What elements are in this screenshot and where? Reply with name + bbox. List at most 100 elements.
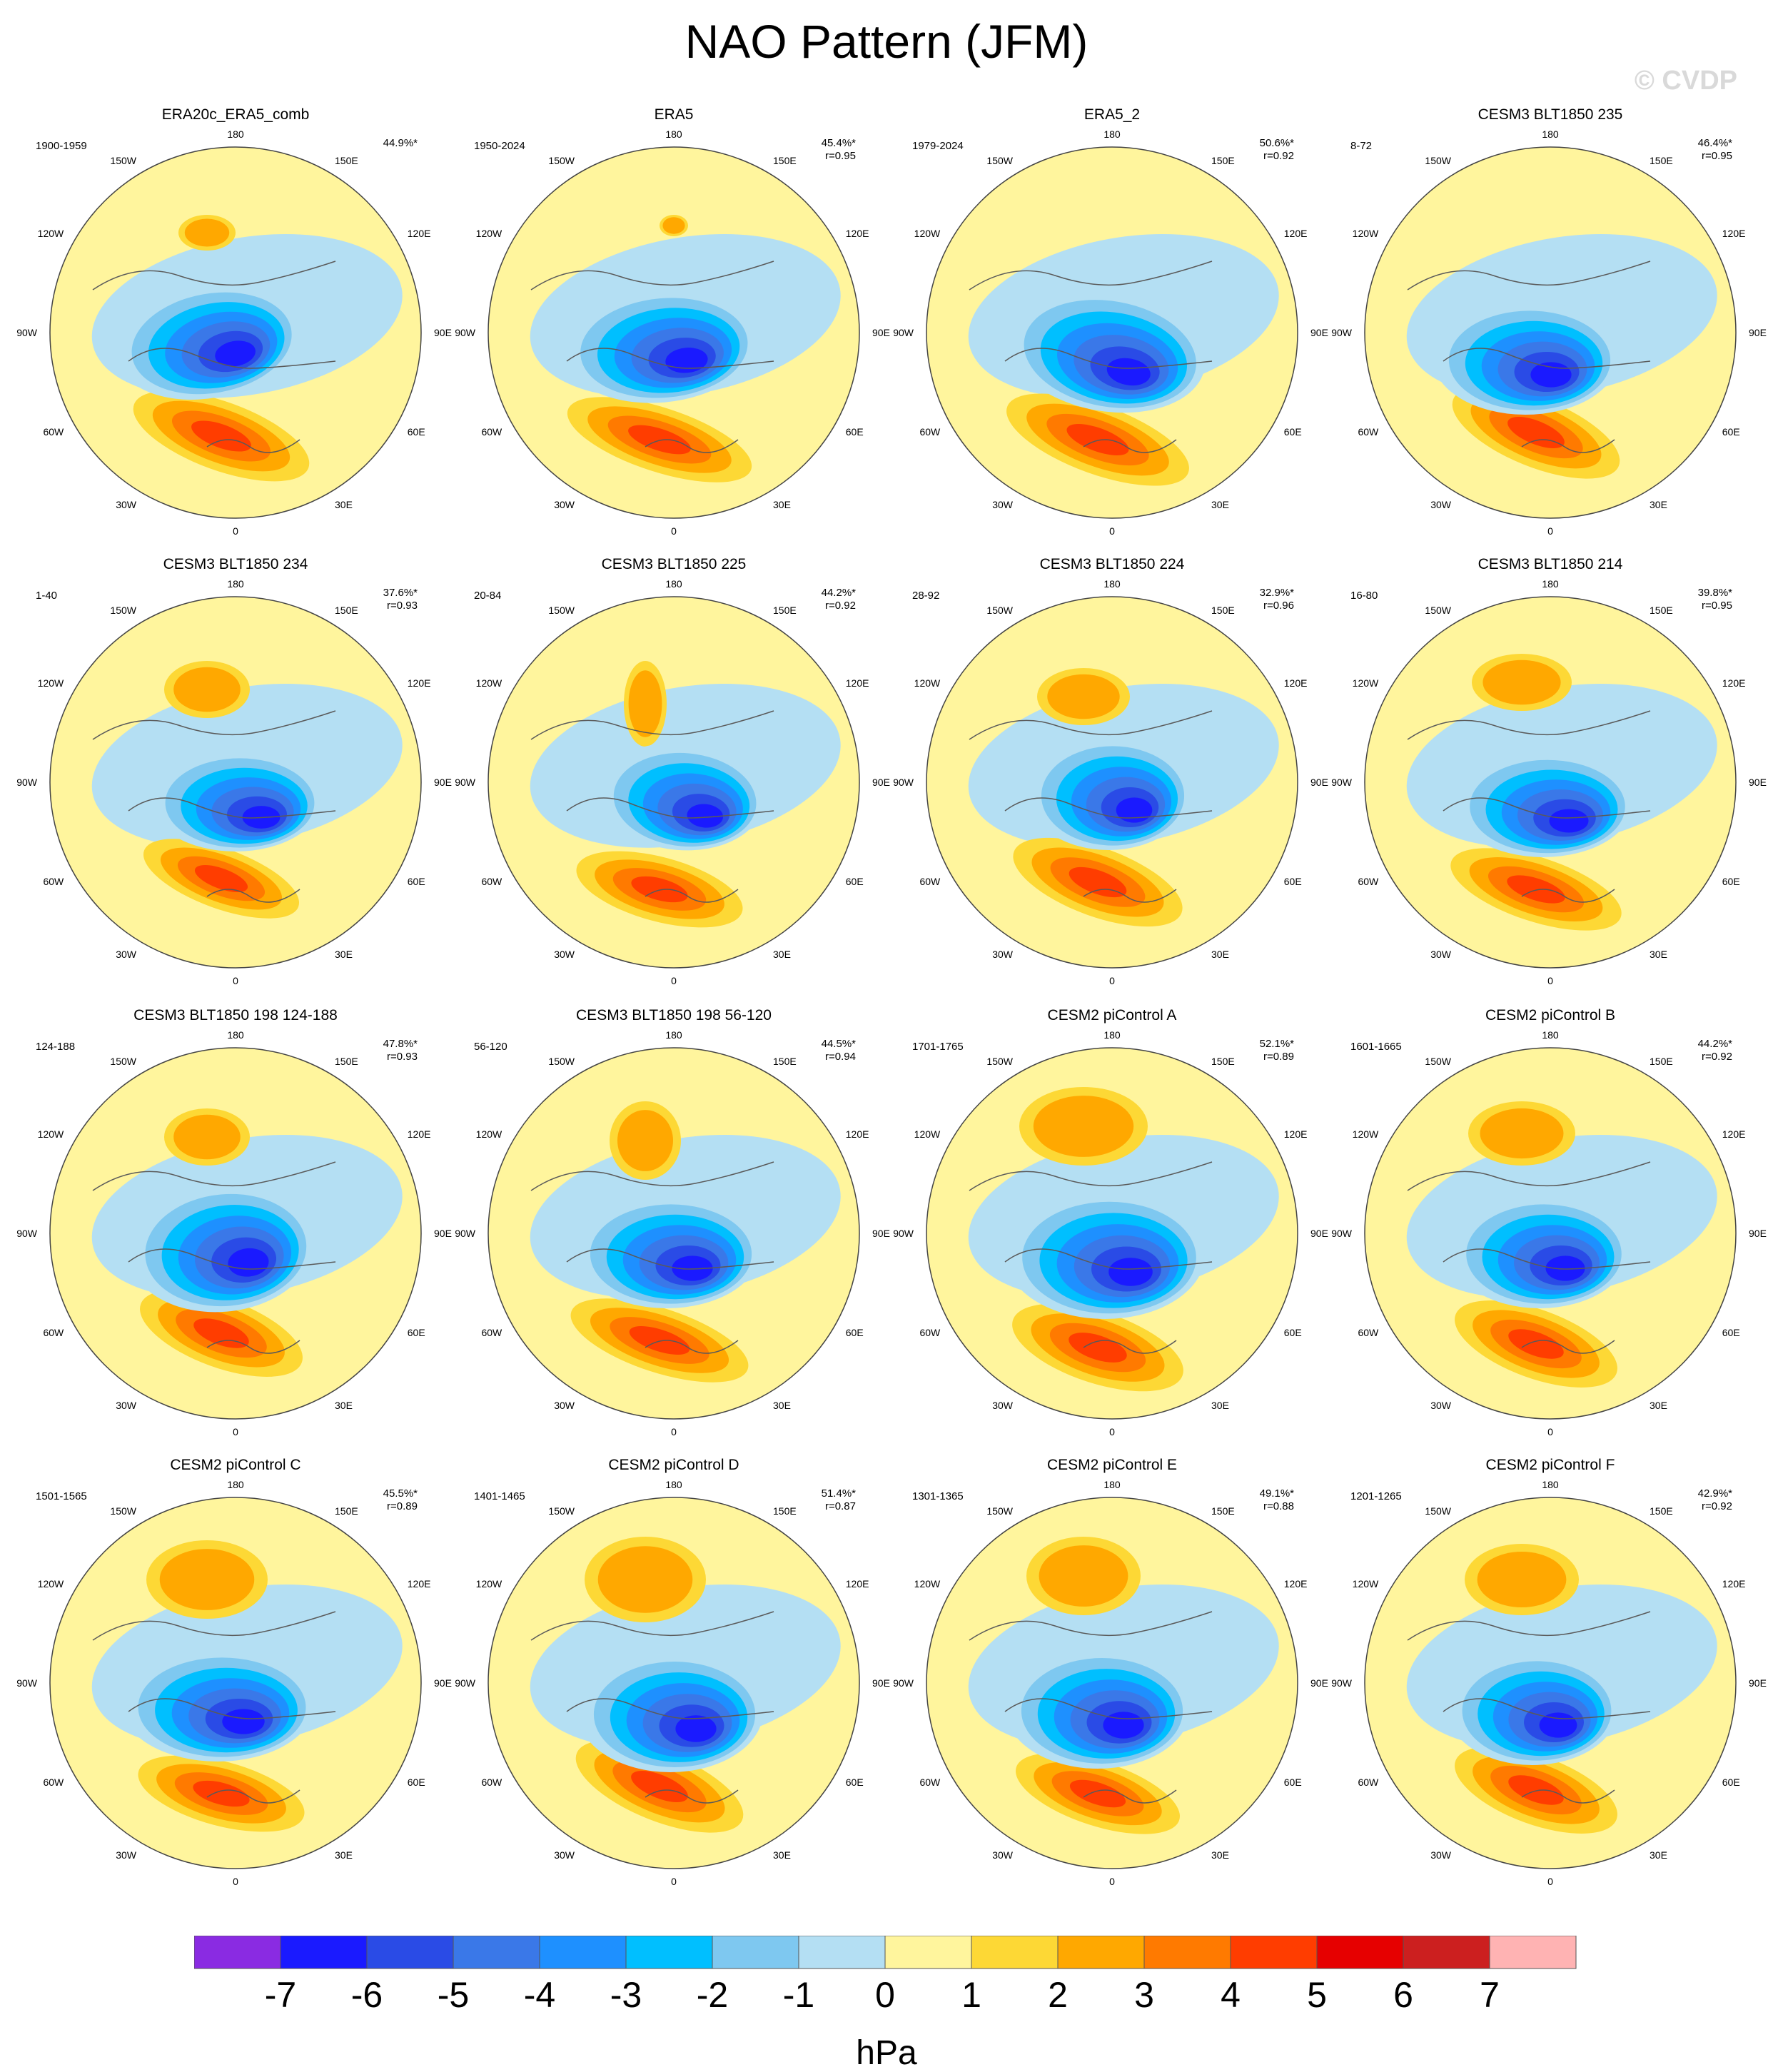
longitude-label: 60W <box>919 876 941 887</box>
longitude-label: 90W <box>1331 1677 1353 1689</box>
map-panel: 180 150E 120E 90E 60E 30E 0 30W 60W 90W 120W 150W CE… <box>891 1006 1333 1456</box>
longitude-label: 150W <box>110 605 136 616</box>
longitude-label: 120W <box>38 1578 64 1590</box>
panel-stats: 44.9%* <box>368 137 418 150</box>
longitude-label: 30W <box>992 1400 1014 1411</box>
longitude-label: 90E <box>872 1677 890 1689</box>
polar-map: 180 150E 120E 90E 60E 30E 0 30W 60W 90W 120W 150W <box>1331 1029 1767 1437</box>
panel-stats: 45.4%* r=0.95 <box>806 137 856 163</box>
map-panel: 180 150E 120E 90E 60E 30E 0 30W 60W 90W 120W 150W ER… <box>891 106 1333 555</box>
longitude-label: 60E <box>1722 426 1740 438</box>
longitude-label: 120W <box>1353 1578 1379 1590</box>
variance-percent: 44.5%* <box>821 1038 856 1050</box>
colorbar-swatch <box>539 1936 627 1969</box>
longitude-label: 120E <box>408 677 431 689</box>
longitude-label: 60W <box>43 876 64 887</box>
longitude-label: 180 <box>1542 578 1559 590</box>
longitude-label: 60E <box>1284 876 1302 887</box>
colorbar-tick-label: -4 <box>524 1975 555 2015</box>
longitude-label: 90E <box>434 777 452 788</box>
longitude-label: 90W <box>893 1677 914 1689</box>
longitude-label: 0 <box>1109 525 1115 537</box>
colorbar-swatch <box>1230 1936 1318 1969</box>
colorbar-swatch <box>1403 1936 1490 1969</box>
longitude-label: 180 <box>1542 1029 1559 1041</box>
longitude-label: 0 <box>1547 1876 1553 1887</box>
panel-stats: 39.8%* r=0.95 <box>1682 587 1732 612</box>
longitude-label: 120W <box>914 1578 941 1590</box>
longitude-label: 90W <box>455 327 476 338</box>
colorbar: -7 -6 -5 -4 -3 -2 -1 0 1 2 3 4 5 6 7 <box>194 1936 1577 2015</box>
map-panel: 180 150E 120E 90E 60E 30E 0 30W 60W 90W 120W 150W CE… <box>1329 1006 1772 1456</box>
pattern-correlation: r=0.92 <box>825 600 856 612</box>
colorbar-tick-label: -1 <box>783 1975 814 2015</box>
longitude-label: 30E <box>1211 1400 1229 1411</box>
longitude-label: 120E <box>1284 1578 1308 1590</box>
longitude-label: 150E <box>1211 1505 1235 1517</box>
polar-map: 180 150E 120E 90E 60E 30E 0 30W 60W 90W 120W 150W <box>455 128 890 537</box>
panel-stats: 45.5%* r=0.89 <box>368 1487 418 1513</box>
longitude-label: 90E <box>1310 777 1328 788</box>
longitude-label: 120E <box>1284 228 1308 239</box>
polar-map: 180 150E 120E 90E 60E 30E 0 30W 60W 90W 120W 150W <box>455 1479 890 1887</box>
pattern-correlation: r=0.88 <box>1263 1500 1294 1512</box>
polar-map: 180 150E 120E 90E 60E 30E 0 30W 60W 90W 120W 150W <box>16 1479 452 1887</box>
pattern-correlation: r=0.89 <box>1263 1051 1294 1063</box>
variance-percent: 51.4%* <box>821 1487 856 1500</box>
variance-percent: 37.6%* <box>383 587 418 599</box>
pattern-correlation: r=0.89 <box>387 1500 418 1512</box>
map-panel: 180 150E 120E 90E 60E 30E 0 30W 60W 90W 120W 150W CE… <box>453 555 895 1005</box>
panel-stats: 49.1%* r=0.88 <box>1244 1487 1294 1513</box>
colorbar-swatch <box>453 1936 540 1969</box>
panel-title: CESM2 piControl B <box>1485 1007 1616 1024</box>
longitude-label: 120E <box>846 228 869 239</box>
longitude-label: 60E <box>1284 1777 1302 1788</box>
longitude-label: 60E <box>846 1327 864 1338</box>
variance-percent: 52.1%* <box>1259 1038 1294 1050</box>
longitude-label: 30E <box>335 1400 353 1411</box>
variance-percent: 45.4%* <box>821 137 856 149</box>
colorbar-tick-label: 0 <box>875 1975 895 2015</box>
panel-title: CESM3 BLT1850 198 124-188 <box>133 1007 338 1024</box>
longitude-label: 60E <box>1722 1777 1740 1788</box>
pattern-correlation: r=0.94 <box>825 1051 856 1063</box>
variance-percent: 49.1%* <box>1259 1487 1294 1500</box>
longitude-label: 120E <box>846 677 869 689</box>
longitude-label: 120W <box>38 1128 64 1140</box>
polar-map: 180 150E 120E 90E 60E 30E 0 30W 60W 90W 120W 150W <box>893 1029 1328 1437</box>
variance-percent: 42.9%* <box>1697 1487 1732 1500</box>
longitude-label: 30W <box>554 1400 575 1411</box>
longitude-label: 150E <box>773 155 797 166</box>
longitude-label: 0 <box>1547 975 1553 986</box>
longitude-label: 30W <box>116 1849 137 1861</box>
panel-title: CESM2 piControl A <box>1047 1007 1177 1024</box>
longitude-label: 90E <box>1749 777 1767 788</box>
longitude-label: 30E <box>773 949 791 960</box>
panel-years: 1501-1565 <box>36 1490 87 1502</box>
panel-title: CESM3 BLT1850 235 <box>1478 106 1623 123</box>
longitude-label: 120W <box>38 228 64 239</box>
longitude-label: 120E <box>1284 1128 1308 1140</box>
longitude-label: 90W <box>455 777 476 788</box>
longitude-label: 120E <box>408 1128 431 1140</box>
longitude-label: 120E <box>1284 677 1308 689</box>
longitude-label: 120E <box>846 1128 869 1140</box>
longitude-label: 120E <box>1722 1128 1746 1140</box>
longitude-label: 60W <box>481 876 502 887</box>
longitude-label: 150E <box>773 1505 797 1517</box>
longitude-label: 150W <box>986 1056 1013 1067</box>
panel-stats: 50.6%* r=0.92 <box>1244 137 1294 163</box>
panel-title: CESM2 piControl D <box>608 1457 739 1473</box>
longitude-label: 60W <box>43 426 64 438</box>
longitude-label: 150W <box>110 1505 136 1517</box>
longitude-label: 60E <box>408 426 425 438</box>
colorbar-tick-label: -6 <box>351 1975 383 2015</box>
longitude-label: 30E <box>773 1849 791 1861</box>
polar-map: 180 150E 120E 90E 60E 30E 0 30W 60W 90W 120W 150W <box>1331 578 1767 986</box>
longitude-label: 0 <box>233 525 238 537</box>
longitude-label: 120W <box>914 1128 941 1140</box>
colorbar-tick-label: 5 <box>1307 1975 1327 2015</box>
longitude-label: 180 <box>665 128 682 140</box>
variance-percent: 50.6%* <box>1259 137 1294 149</box>
longitude-label: 90W <box>1331 327 1353 338</box>
